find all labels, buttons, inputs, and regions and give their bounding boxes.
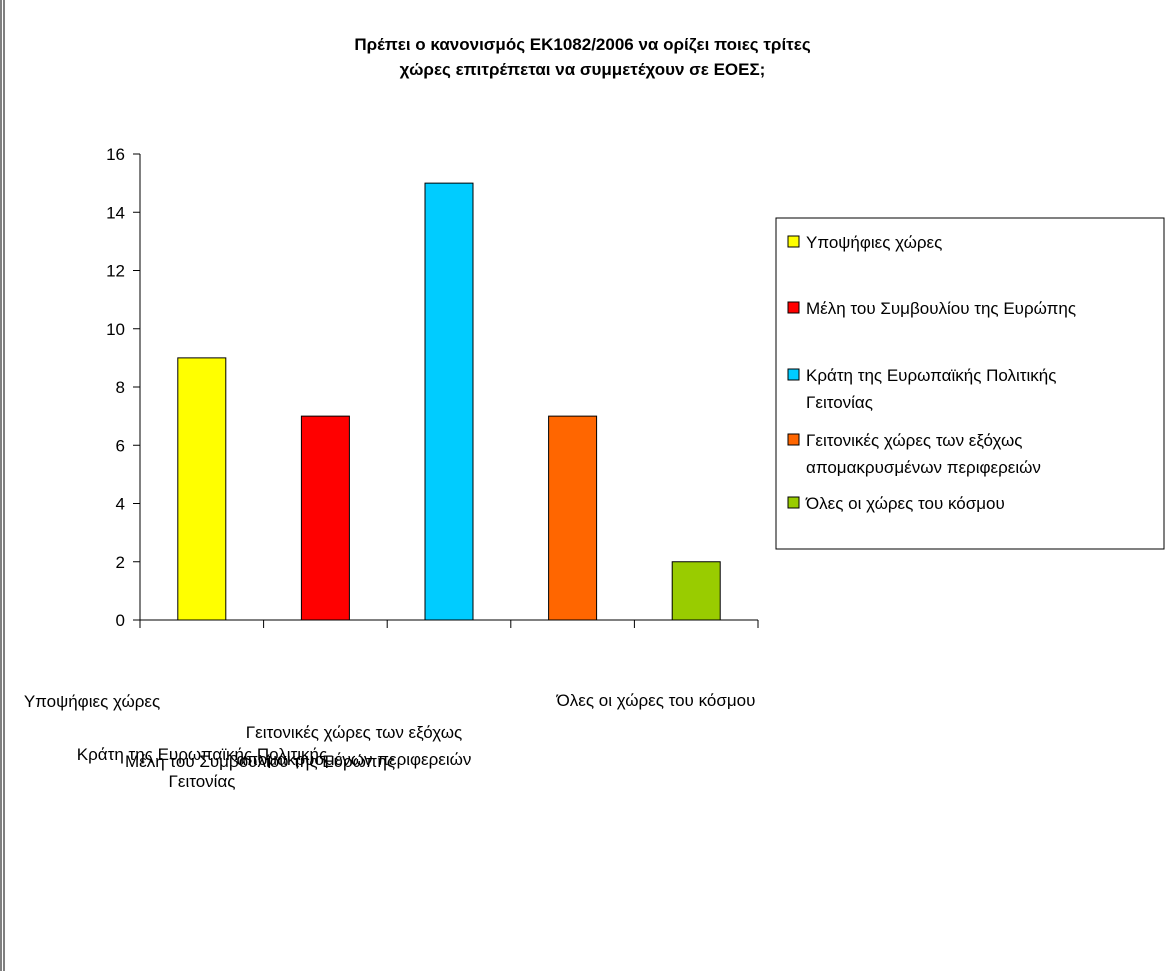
- y-tick-label: 8: [116, 378, 125, 397]
- bar-4: [548, 415, 598, 621]
- bar-5: [671, 561, 721, 621]
- legend-swatch-1: [787, 235, 800, 248]
- legend-swatch-3: [787, 368, 800, 381]
- legend-label: απομακρυσμένων περιφερειών: [806, 458, 1041, 477]
- y-tick-label: 4: [116, 495, 125, 514]
- x-tick-label-3: Κράτη της Ευρωπαϊκής Πολιτικής: [77, 745, 327, 764]
- bar-3: [424, 182, 474, 621]
- chart-title-line-1: Πρέπει ο κανονισμός ΕΚ1082/2006 να ορίζε…: [354, 35, 811, 54]
- y-tick-label: 2: [116, 553, 125, 572]
- x-tick-label-1: Υποψήφιες χώρες: [24, 692, 160, 711]
- x-tick-label-4: απομακρυσμένων περιφερειών: [237, 750, 472, 769]
- legend-label: Γειτονίας: [806, 393, 873, 412]
- bar-2: [300, 415, 350, 621]
- plot-area: 0 2 4 6 8 10 12 14 16: [106, 145, 759, 630]
- legend-label: Μέλη του Συμβουλίου της Ευρώπης: [806, 299, 1076, 318]
- y-tick-label: 10: [106, 320, 125, 339]
- legend-label: Γειτονικές χώρες των εξόχως: [806, 431, 1022, 450]
- y-tick-label: 0: [116, 611, 125, 630]
- legend-swatch-5: [787, 496, 800, 509]
- chart-title-line-2: χώρες επιτρέπεται να συμμετέχουν σε ΕΟΕΣ…: [399, 60, 766, 79]
- legend-box: [775, 217, 1165, 550]
- legend-swatch-2: [787, 301, 800, 314]
- bar-1: [177, 357, 227, 621]
- legend-label: Κράτη της Ευρωπαϊκής Πολιτικής: [806, 366, 1056, 385]
- y-tick-label: 14: [106, 203, 125, 222]
- legend: Υποψήφιες χώρες Μέλη του Συμβουλίου της Ε…: [775, 217, 1165, 550]
- x-tick-label-5: Όλες οι χώρες του κόσμου: [556, 691, 756, 710]
- x-tick-label-3: Γειτονίας: [169, 772, 236, 791]
- legend-label: Όλες οι χώρες του κόσμου: [805, 494, 1005, 513]
- legend-swatch-4: [787, 433, 800, 446]
- x-axis-labels: Υποψήφιες χώρες Μέλη του Συμβουλίου της Ε…: [24, 691, 756, 791]
- y-tick-label: 6: [116, 436, 125, 455]
- y-tick-label: 16: [106, 145, 125, 164]
- x-tick-label-2: Μέλη του Συμβουλίου της Ευρώπης: [125, 752, 395, 771]
- y-tick-label: 12: [106, 262, 125, 281]
- legend-label: Υποψήφιες χώρες: [806, 233, 942, 252]
- x-tick-label-4: Γειτονικές χώρες των εξόχως: [246, 723, 462, 742]
